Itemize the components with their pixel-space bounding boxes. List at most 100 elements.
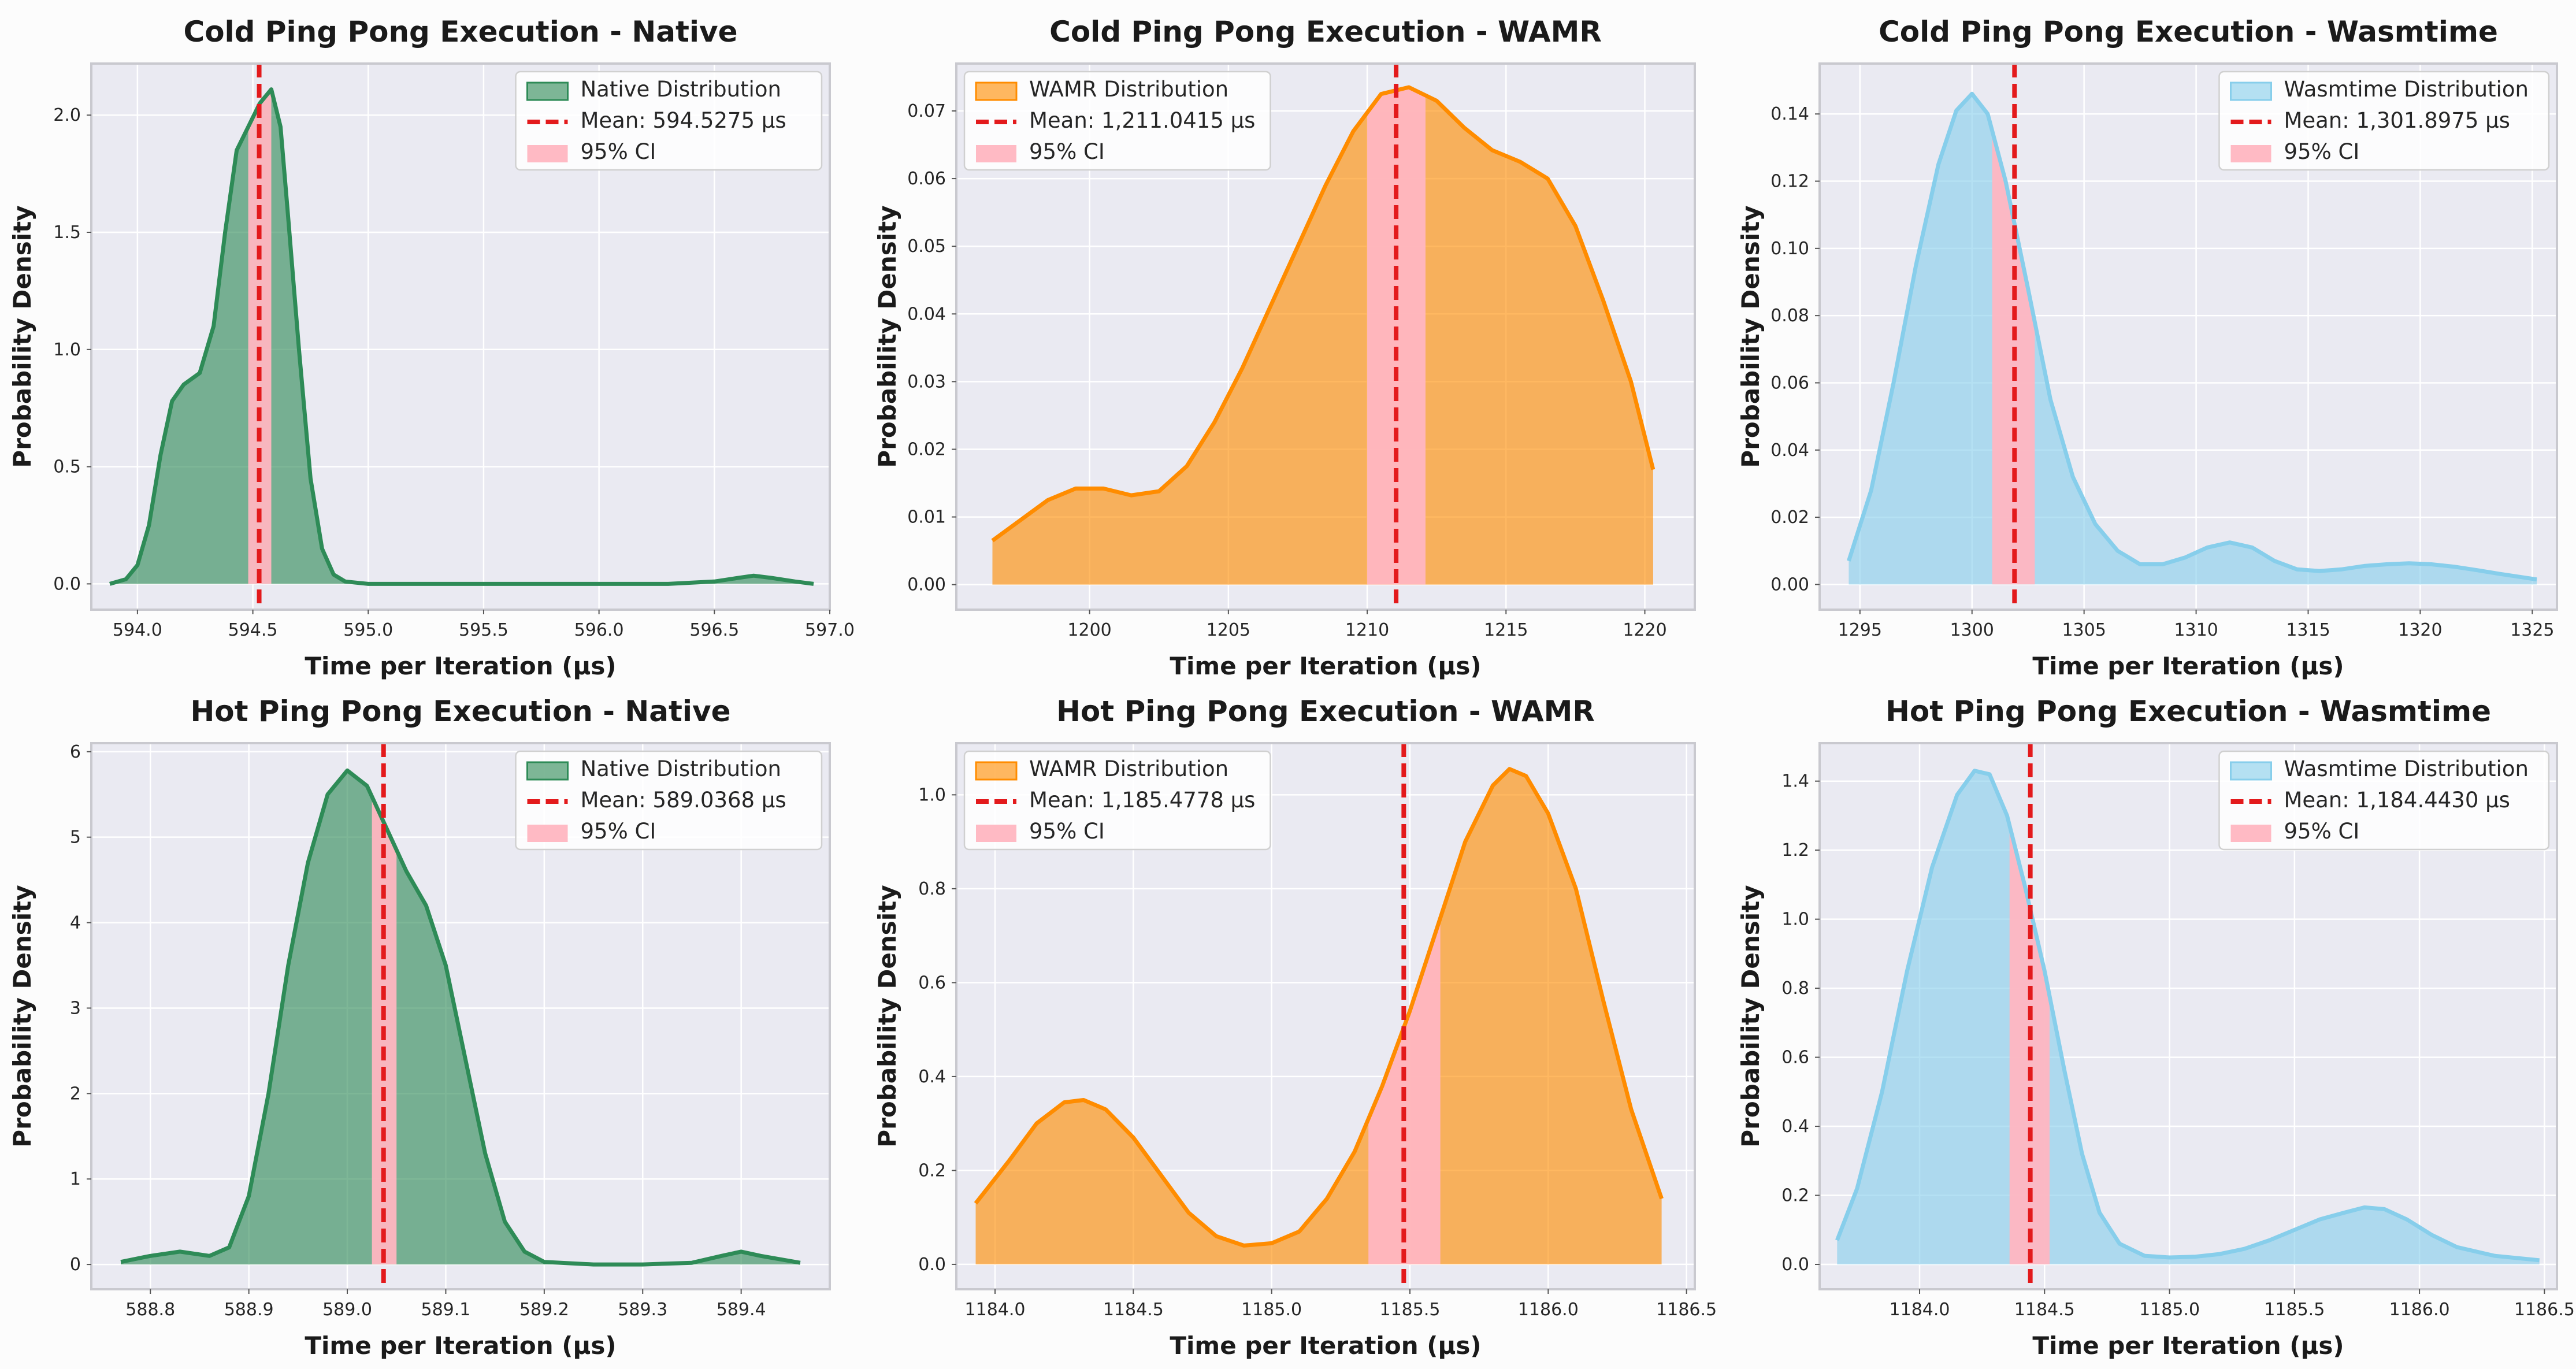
x-tick-label: 1300 [1950,620,1994,640]
legend-distribution-swatch [975,761,1018,781]
x-axis-label: Time per Iteration (μs) [2032,652,2344,680]
legend: WAMR Distribution Mean: 1,185.4778 μs 95% … [963,750,1271,851]
x-tick-label: 595.5 [459,620,508,640]
x-axis-label: Time per Iteration (μs) [305,652,616,680]
y-axis-label: Probability Density [1736,205,1765,468]
x-tick-label: 1184.0 [1890,1300,1950,1320]
y-tick-label: 0.14 [1770,104,1809,124]
subplot-1: 594.0 594.5 595.0 595.5 596.0 596.5 597.0 0.0 0.… [8,15,855,680]
axis-frame [90,742,831,1290]
y-tick-label: 1.4 [1781,771,1809,792]
legend-label: 95% CI [2284,139,2360,164]
axis-frame [90,62,831,611]
y-tick-label: 0.01 [907,507,946,528]
x-tick-label: 589.4 [717,1300,766,1320]
x-tick-label: 1184.0 [965,1300,1026,1320]
y-tick-label: 0.4 [918,1067,946,1087]
legend-label: Mean: 1,185.4778 μs [1029,788,1255,813]
chart-title: Hot Ping Pong Execution - Wasmtime [1885,695,2491,728]
legend-box [2218,750,2550,851]
y-tick-label: 0.03 [907,372,946,392]
chart-title: Hot Ping Pong Execution - Native [190,695,730,728]
subplot-5: 1184.0 1184.5 1185.0 1185.5 1186.0 1186.5 0.0 0… [873,695,1717,1360]
y-axis-label: Probability Density [1736,885,1765,1147]
axis-frame [955,62,1696,611]
x-tick-label: 1310 [2174,620,2218,640]
y-tick-label: 6 [70,742,81,762]
axis-frame [955,742,1696,1290]
y-tick-label: 0.05 [907,236,946,257]
legend-ci-swatch [976,825,1016,842]
x-tick-label: 589.0 [322,1300,372,1320]
legend-label: Mean: 1,211.0415 μs [1029,108,1255,133]
legend: Wasmtime Distribution Mean: 1,184.4430 μs… [2218,750,2550,851]
y-tick-label: 0.8 [918,879,946,899]
x-tick-label: 1185.5 [2264,1300,2325,1320]
y-tick-label: 1.5 [53,222,81,243]
x-tick-label: 589.2 [519,1300,569,1320]
legend-label: WAMR Distribution [1029,77,1228,102]
density-area [992,87,1653,585]
x-tick-label: 1215 [1484,620,1528,640]
legend-box [963,750,1271,851]
density-line [109,87,814,586]
y-tick-label: 0.6 [1781,1048,1809,1068]
subplot-3: 1295 1300 1305 1310 1315 1320 1325 0.00 0.02 0.04… [1736,15,2558,680]
y-axis-label: Probability Density [8,205,36,468]
y-tick-label: 1.0 [1781,910,1809,930]
density-area [975,769,1662,1264]
chart-title: Cold Ping Pong Execution - Native [184,15,738,49]
x-axis-label: Time per Iteration (μs) [1170,1331,1481,1360]
y-tick-label: 0.6 [918,973,946,993]
plot-marks [120,743,801,1289]
legend: WAMR Distribution Mean: 1,211.0415 μs 95% … [963,71,1271,171]
y-tick-label: 5 [70,828,81,848]
x-tick-label: 1205 [1207,620,1250,640]
y-tick-label: 1.0 [53,340,81,360]
legend: Native Distribution Mean: 594.5275 μs 95% … [515,71,823,171]
x-axis-label: Time per Iteration (μs) [1170,652,1481,680]
chart-title: Cold Ping Pong Execution - WAMR [1049,15,1602,49]
x-tick-label: 589.3 [618,1300,667,1320]
legend-label: WAMR Distribution [1029,756,1228,781]
density-line [1847,91,2537,582]
x-tick-label: 1295 [1838,620,1882,640]
legend-box [2218,71,2550,171]
x-tick-label: 1305 [2062,620,2106,640]
legend-distribution-swatch [2230,81,2272,101]
y-tick-label: 0.07 [907,101,946,121]
y-tick-label: 0.04 [907,304,946,324]
x-tick-label: 1186.5 [2514,1300,2575,1320]
ci-band [1367,87,1426,585]
y-tick-label: 0.10 [1770,239,1809,259]
x-tick-label: 1186.0 [1518,1300,1579,1320]
legend-distribution-swatch [526,761,569,781]
legend-ci-swatch [527,825,568,842]
y-tick-label: 0.06 [907,169,946,189]
legend: Native Distribution Mean: 589.0368 μs 95% … [515,750,823,851]
legend-label: 95% CI [581,819,656,844]
y-tick-label: 0.5 [53,457,81,477]
density-line [991,85,1656,543]
x-tick-label: 595.0 [343,620,393,640]
y-tick-label: 1.0 [918,785,946,805]
x-tick-label: 589.1 [421,1300,470,1320]
x-tick-label: 588.9 [224,1300,274,1320]
legend-label: Wasmtime Distribution [2284,77,2529,102]
y-tick-label: 1 [70,1169,81,1189]
y-tick-label: 0.2 [918,1160,946,1181]
density-area [109,89,814,584]
y-axis-label: Probability Density [873,885,901,1147]
y-axis-label: Probability Density [8,885,36,1147]
subplot-6: 1184.0 1184.5 1185.0 1185.5 1186.0 1186.5 0.0 0… [1736,695,2575,1360]
x-tick-label: 594.5 [228,620,278,640]
legend-distribution-swatch [526,81,569,101]
y-tick-label: 0.04 [1770,440,1809,461]
legend-ci-swatch [2230,145,2271,162]
legend-label: Mean: 1,184.4430 μs [2284,788,2510,813]
legend-label: Mean: 1,301.8975 μs [2284,108,2510,133]
y-tick-label: 1.2 [1781,840,1809,860]
legend-ci-swatch [976,145,1016,162]
y-axis-label: Probability Density [873,205,901,468]
